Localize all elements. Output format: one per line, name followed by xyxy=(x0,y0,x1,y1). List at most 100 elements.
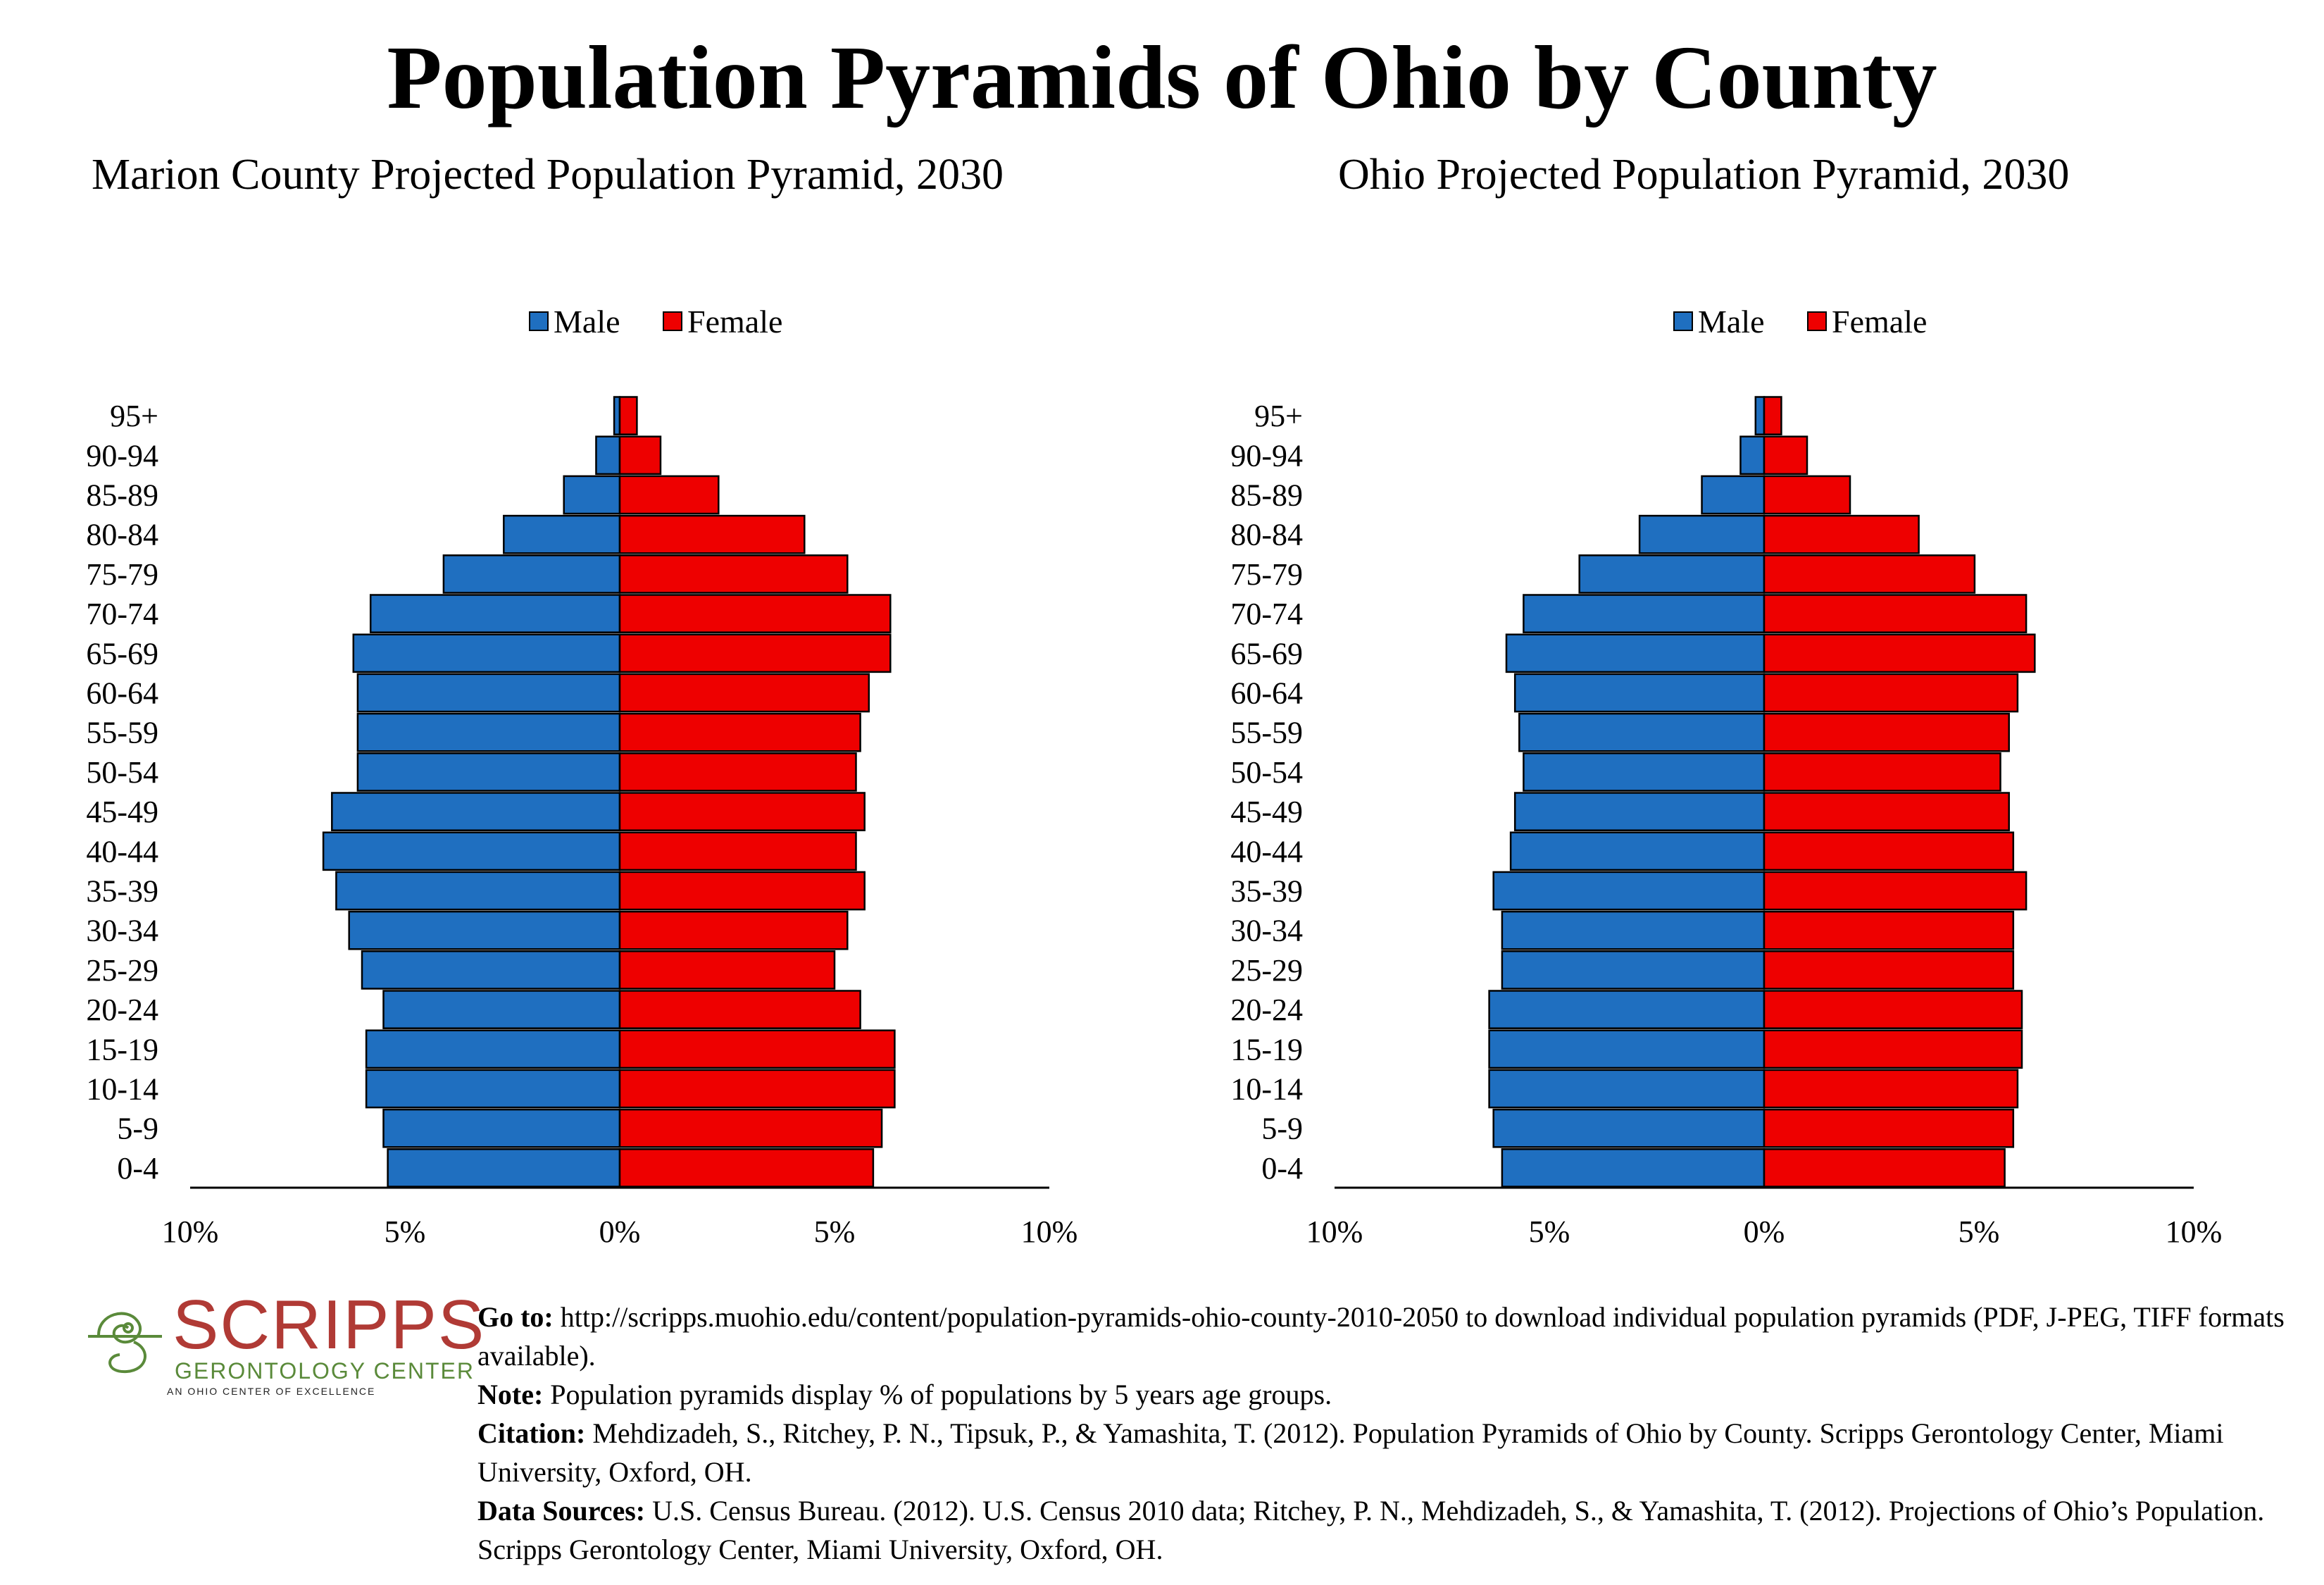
bar-female-0-4 xyxy=(618,1148,875,1188)
bar-male-15-19 xyxy=(365,1029,621,1069)
bar-female-0-4 xyxy=(1763,1148,2006,1188)
bar-female-35-39 xyxy=(1763,871,2028,911)
bar-female-25-29 xyxy=(618,950,836,990)
age-label: 55-59 xyxy=(1230,716,1303,750)
bar-male-90-94 xyxy=(595,435,621,476)
age-label: 95+ xyxy=(110,399,158,433)
logo-subtitle: GERONTOLOGY CENTER xyxy=(175,1358,475,1384)
bar-female-80-84 xyxy=(618,514,806,554)
age-label: 25-29 xyxy=(1230,953,1303,988)
age-label: 25-29 xyxy=(86,953,158,988)
notes-block: Go to: http://scripps.muohio.edu/content… xyxy=(477,1298,2309,1569)
age-label: 55-59 xyxy=(86,716,158,750)
x-tick-label: 5% xyxy=(1958,1214,2000,1249)
note-goto: Go to: http://scripps.muohio.edu/content… xyxy=(477,1298,2309,1375)
bar-female-95+ xyxy=(1763,396,1782,435)
legend: Male Female xyxy=(529,304,782,340)
age-label: 60-64 xyxy=(86,676,158,711)
chart-title-marion: Marion County Projected Population Pyram… xyxy=(92,151,1004,199)
legend: Male Female xyxy=(1673,304,1927,340)
bar-female-40-44 xyxy=(1763,831,2015,871)
bar-male-35-39 xyxy=(335,871,621,911)
legend-swatch-male xyxy=(1673,311,1693,331)
bar-male-55-59 xyxy=(1518,712,1766,752)
bar-male-10-14 xyxy=(1488,1069,1766,1109)
legend-swatch-male xyxy=(529,311,549,331)
bar-male-75-79 xyxy=(1578,554,1766,594)
bar-female-40-44 xyxy=(618,831,857,871)
bar-female-80-84 xyxy=(1763,514,1920,554)
age-label: 75-79 xyxy=(1230,557,1303,592)
bar-male-25-29 xyxy=(1501,950,1766,990)
age-label: 40-44 xyxy=(86,834,158,869)
bar-female-85-89 xyxy=(618,475,720,515)
bar-male-5-9 xyxy=(1492,1108,1766,1148)
note-note: Note: Population pyramids display % of p… xyxy=(477,1375,2309,1414)
age-label: 35-39 xyxy=(86,874,158,909)
x-tick-label: 0% xyxy=(599,1214,641,1249)
bar-female-65-69 xyxy=(1763,633,2036,673)
bar-male-85-89 xyxy=(1701,475,1766,515)
x-tick-label: 5% xyxy=(814,1214,856,1249)
bar-female-75-79 xyxy=(618,554,849,594)
bar-female-70-74 xyxy=(618,594,892,633)
age-label: 85-89 xyxy=(1230,478,1303,513)
note-text: Mehdizadeh, S., Ritchey, P. N., Tipsuk, … xyxy=(477,1417,2224,1488)
age-label: 45-49 xyxy=(86,795,158,829)
age-label: 5-9 xyxy=(117,1112,158,1146)
age-label: 95+ xyxy=(1254,399,1303,433)
bar-female-15-19 xyxy=(1763,1029,2023,1069)
age-label: 15-19 xyxy=(86,1032,158,1067)
bar-male-65-69 xyxy=(1505,633,1766,673)
bar-male-25-29 xyxy=(361,950,621,990)
age-label: 45-49 xyxy=(1230,795,1303,829)
bar-female-50-54 xyxy=(618,752,857,792)
legend-label-female: Female xyxy=(687,304,782,340)
legend-swatch-female xyxy=(663,311,682,331)
note-label: Citation: xyxy=(477,1417,586,1449)
age-label: 10-14 xyxy=(1230,1072,1303,1107)
age-label: 30-34 xyxy=(1230,914,1303,948)
age-label: 20-24 xyxy=(86,993,158,1027)
bar-male-80-84 xyxy=(1638,514,1766,554)
bar-female-25-29 xyxy=(1763,950,2015,990)
bar-female-35-39 xyxy=(618,871,866,911)
legend-label-male: Male xyxy=(1698,304,1765,340)
bar-female-45-49 xyxy=(618,792,866,831)
bar-female-85-89 xyxy=(1763,475,1851,515)
age-label: 30-34 xyxy=(86,914,158,948)
note-data-sources: Data Sources: U.S. Census Bureau. (2012)… xyxy=(477,1491,2309,1569)
bar-male-30-34 xyxy=(1501,910,1766,950)
bar-male-50-54 xyxy=(1523,752,1766,792)
bar-female-20-24 xyxy=(618,990,861,1029)
age-label: 5-9 xyxy=(1261,1112,1303,1146)
bar-male-50-54 xyxy=(356,752,621,792)
bar-female-45-49 xyxy=(1763,792,2010,831)
bar-male-60-64 xyxy=(356,673,621,713)
bar-male-80-84 xyxy=(503,514,621,554)
bar-male-85-89 xyxy=(563,475,621,515)
legend-label-female: Female xyxy=(1832,304,1927,340)
note-text: http://scripps.muohio.edu/content/popula… xyxy=(477,1301,2285,1372)
bar-female-55-59 xyxy=(618,712,861,752)
bar-male-40-44 xyxy=(1509,831,1766,871)
note-label: Data Sources: xyxy=(477,1495,646,1527)
bar-male-45-49 xyxy=(331,792,621,831)
x-tick-label: 10% xyxy=(2166,1214,2223,1249)
pyramid-charts: 0-4 5-9 10-14 15-19 20-24 25-29 30-34 35-39 40-4… xyxy=(86,304,2222,1249)
logo-tagline: AN OHIO CENTER OF EXCELLENCE xyxy=(167,1386,376,1397)
bar-male-35-39 xyxy=(1492,871,1766,911)
pyramid-ohio: 0-4 5-9 10-14 15-19 20-24 25-29 30-34 35-39 40-4… xyxy=(1230,304,2222,1249)
bar-male-70-74 xyxy=(1523,594,1766,633)
age-label: 65-69 xyxy=(86,636,158,671)
bar-female-95+ xyxy=(618,396,638,435)
bar-male-20-24 xyxy=(1488,990,1766,1029)
scripps-swirl-icon xyxy=(88,1312,162,1374)
age-label: 35-39 xyxy=(1230,874,1303,909)
legend-swatch-female xyxy=(1807,311,1827,331)
bar-female-60-64 xyxy=(1763,673,2019,713)
bar-male-10-14 xyxy=(365,1069,621,1109)
note-text: U.S. Census Bureau. (2012). U.S. Census … xyxy=(477,1495,2265,1565)
age-label: 0-4 xyxy=(1261,1151,1303,1186)
bar-female-30-34 xyxy=(618,910,849,950)
